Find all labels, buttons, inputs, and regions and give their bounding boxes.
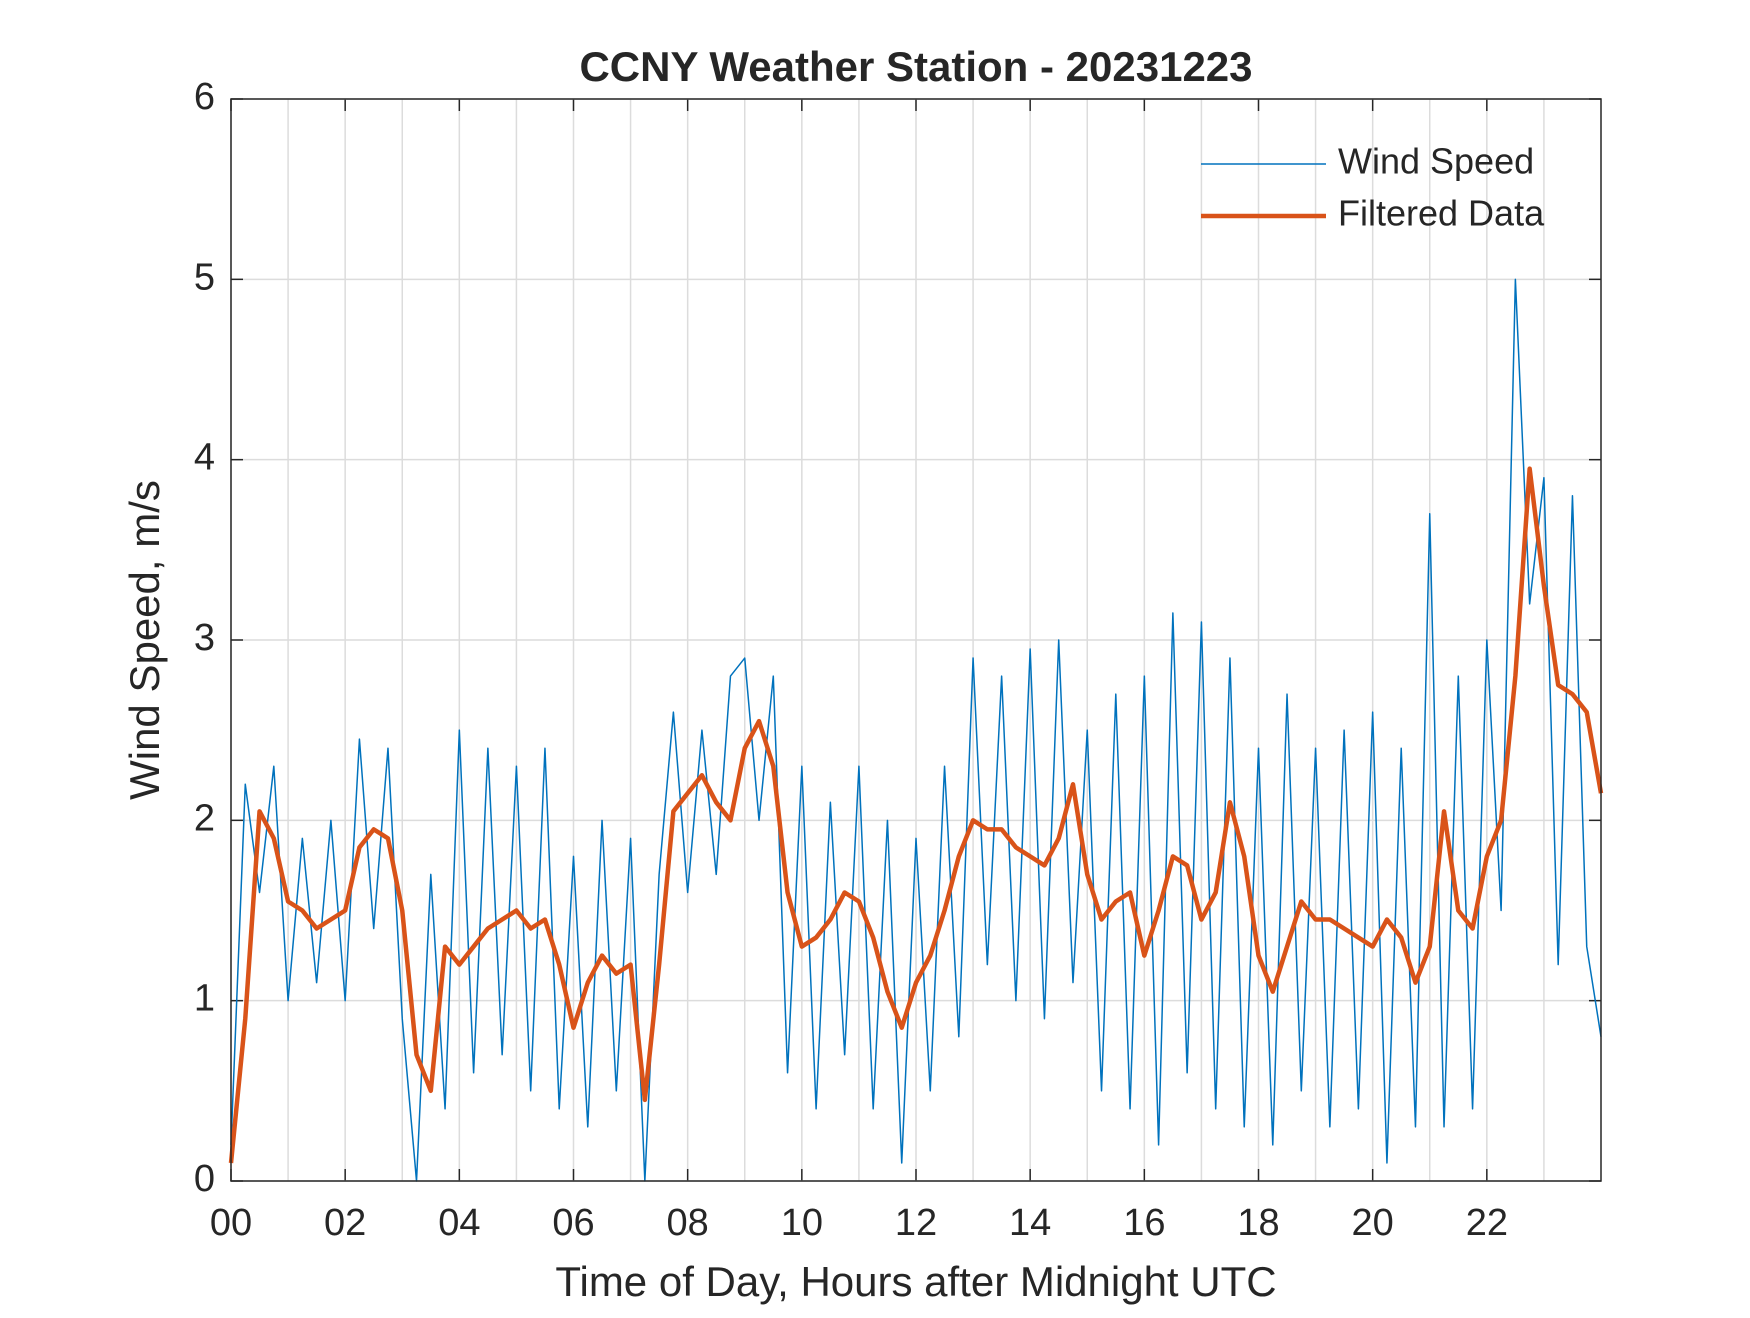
x-tick-label: 14 bbox=[1009, 1202, 1051, 1244]
x-tick-label: 22 bbox=[1466, 1202, 1508, 1244]
x-tick-label: 10 bbox=[781, 1202, 823, 1244]
y-axis-label: Wind Speed, m/s bbox=[121, 480, 168, 800]
y-tick-label: 5 bbox=[194, 256, 215, 298]
x-tick-label: 00 bbox=[210, 1202, 252, 1244]
x-axis-label: Time of Day, Hours after Midnight UTC bbox=[555, 1258, 1276, 1305]
y-tick-label: 6 bbox=[194, 76, 215, 118]
legend-label: Wind Speed bbox=[1338, 141, 1534, 182]
chart-title: CCNY Weather Station - 20231223 bbox=[579, 43, 1252, 90]
x-tick-label: 20 bbox=[1352, 1202, 1394, 1244]
x-tick-label: 06 bbox=[552, 1202, 594, 1244]
x-tick-label: 02 bbox=[324, 1202, 366, 1244]
x-tick-label: 08 bbox=[667, 1202, 709, 1244]
data-line bbox=[230, 278, 1602, 1182]
y-tick-label: 0 bbox=[194, 1158, 215, 1200]
y-tick-label: 2 bbox=[194, 797, 215, 839]
legend-label: Filtered Data bbox=[1338, 193, 1545, 234]
x-tick-label: 16 bbox=[1123, 1202, 1165, 1244]
y-tick-label: 4 bbox=[194, 437, 215, 479]
y-tick-label: 3 bbox=[194, 617, 215, 659]
data-line bbox=[228, 466, 1604, 1164]
x-tick-label: 04 bbox=[438, 1202, 480, 1244]
y-tick-label: 1 bbox=[194, 978, 215, 1020]
plot-frame bbox=[230, 98, 1602, 1182]
x-tick-label: 12 bbox=[895, 1202, 937, 1244]
x-tick-label: 18 bbox=[1237, 1202, 1279, 1244]
